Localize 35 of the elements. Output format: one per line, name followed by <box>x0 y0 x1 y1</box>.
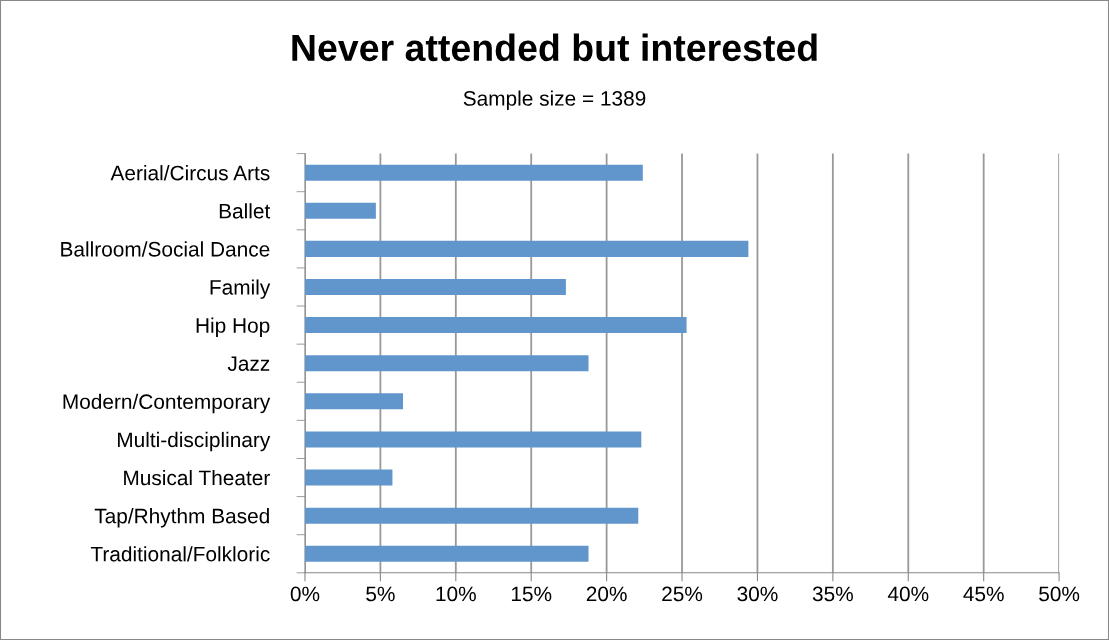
bar <box>304 545 589 562</box>
chart-subtitle: Sample size = 1389 <box>463 90 646 110</box>
x-tick-label: 0% <box>290 586 320 602</box>
x-tick-label: 50% <box>1039 586 1080 602</box>
x-tick-label: 15% <box>511 586 552 602</box>
bar <box>304 164 643 181</box>
bar <box>304 278 566 295</box>
y-tick-label: Ballroom/Social Dance <box>61 241 270 257</box>
x-tick-label: 45% <box>963 586 1004 602</box>
x-tick-label: 25% <box>662 586 703 602</box>
bar <box>304 240 749 257</box>
x-tick-label: 35% <box>812 586 853 602</box>
bar <box>304 393 404 410</box>
y-tick-label: Tap/Rhythm Based <box>94 508 269 528</box>
y-tick-label: Multi-disciplinary <box>118 431 271 452</box>
x-tick-label: 40% <box>887 586 929 602</box>
y-tick-label: Musical Theater <box>124 469 270 486</box>
bar <box>304 431 642 448</box>
bar <box>304 317 687 334</box>
bar <box>304 355 589 372</box>
y-tick-label: Aerial/Circus Arts <box>110 165 270 181</box>
x-tick-label: 10% <box>436 586 476 602</box>
x-tick-label: 30% <box>737 586 778 602</box>
x-tick-label: 5% <box>366 586 395 602</box>
y-tick-label: Ballet <box>219 203 271 219</box>
bar <box>304 202 376 219</box>
bar <box>304 507 639 524</box>
y-tick-label: Family <box>210 279 271 299</box>
chart-title: Never attended but interested <box>292 33 817 62</box>
bar <box>304 469 393 486</box>
x-tick-label: 20% <box>586 586 627 602</box>
y-tick-label: Modern/Contemporary <box>63 393 271 414</box>
y-tick-label: Traditional/Folkloric <box>90 546 270 562</box>
y-tick-label: Hip Hop <box>196 317 270 337</box>
y-tick-label: Jazz <box>227 356 270 371</box>
